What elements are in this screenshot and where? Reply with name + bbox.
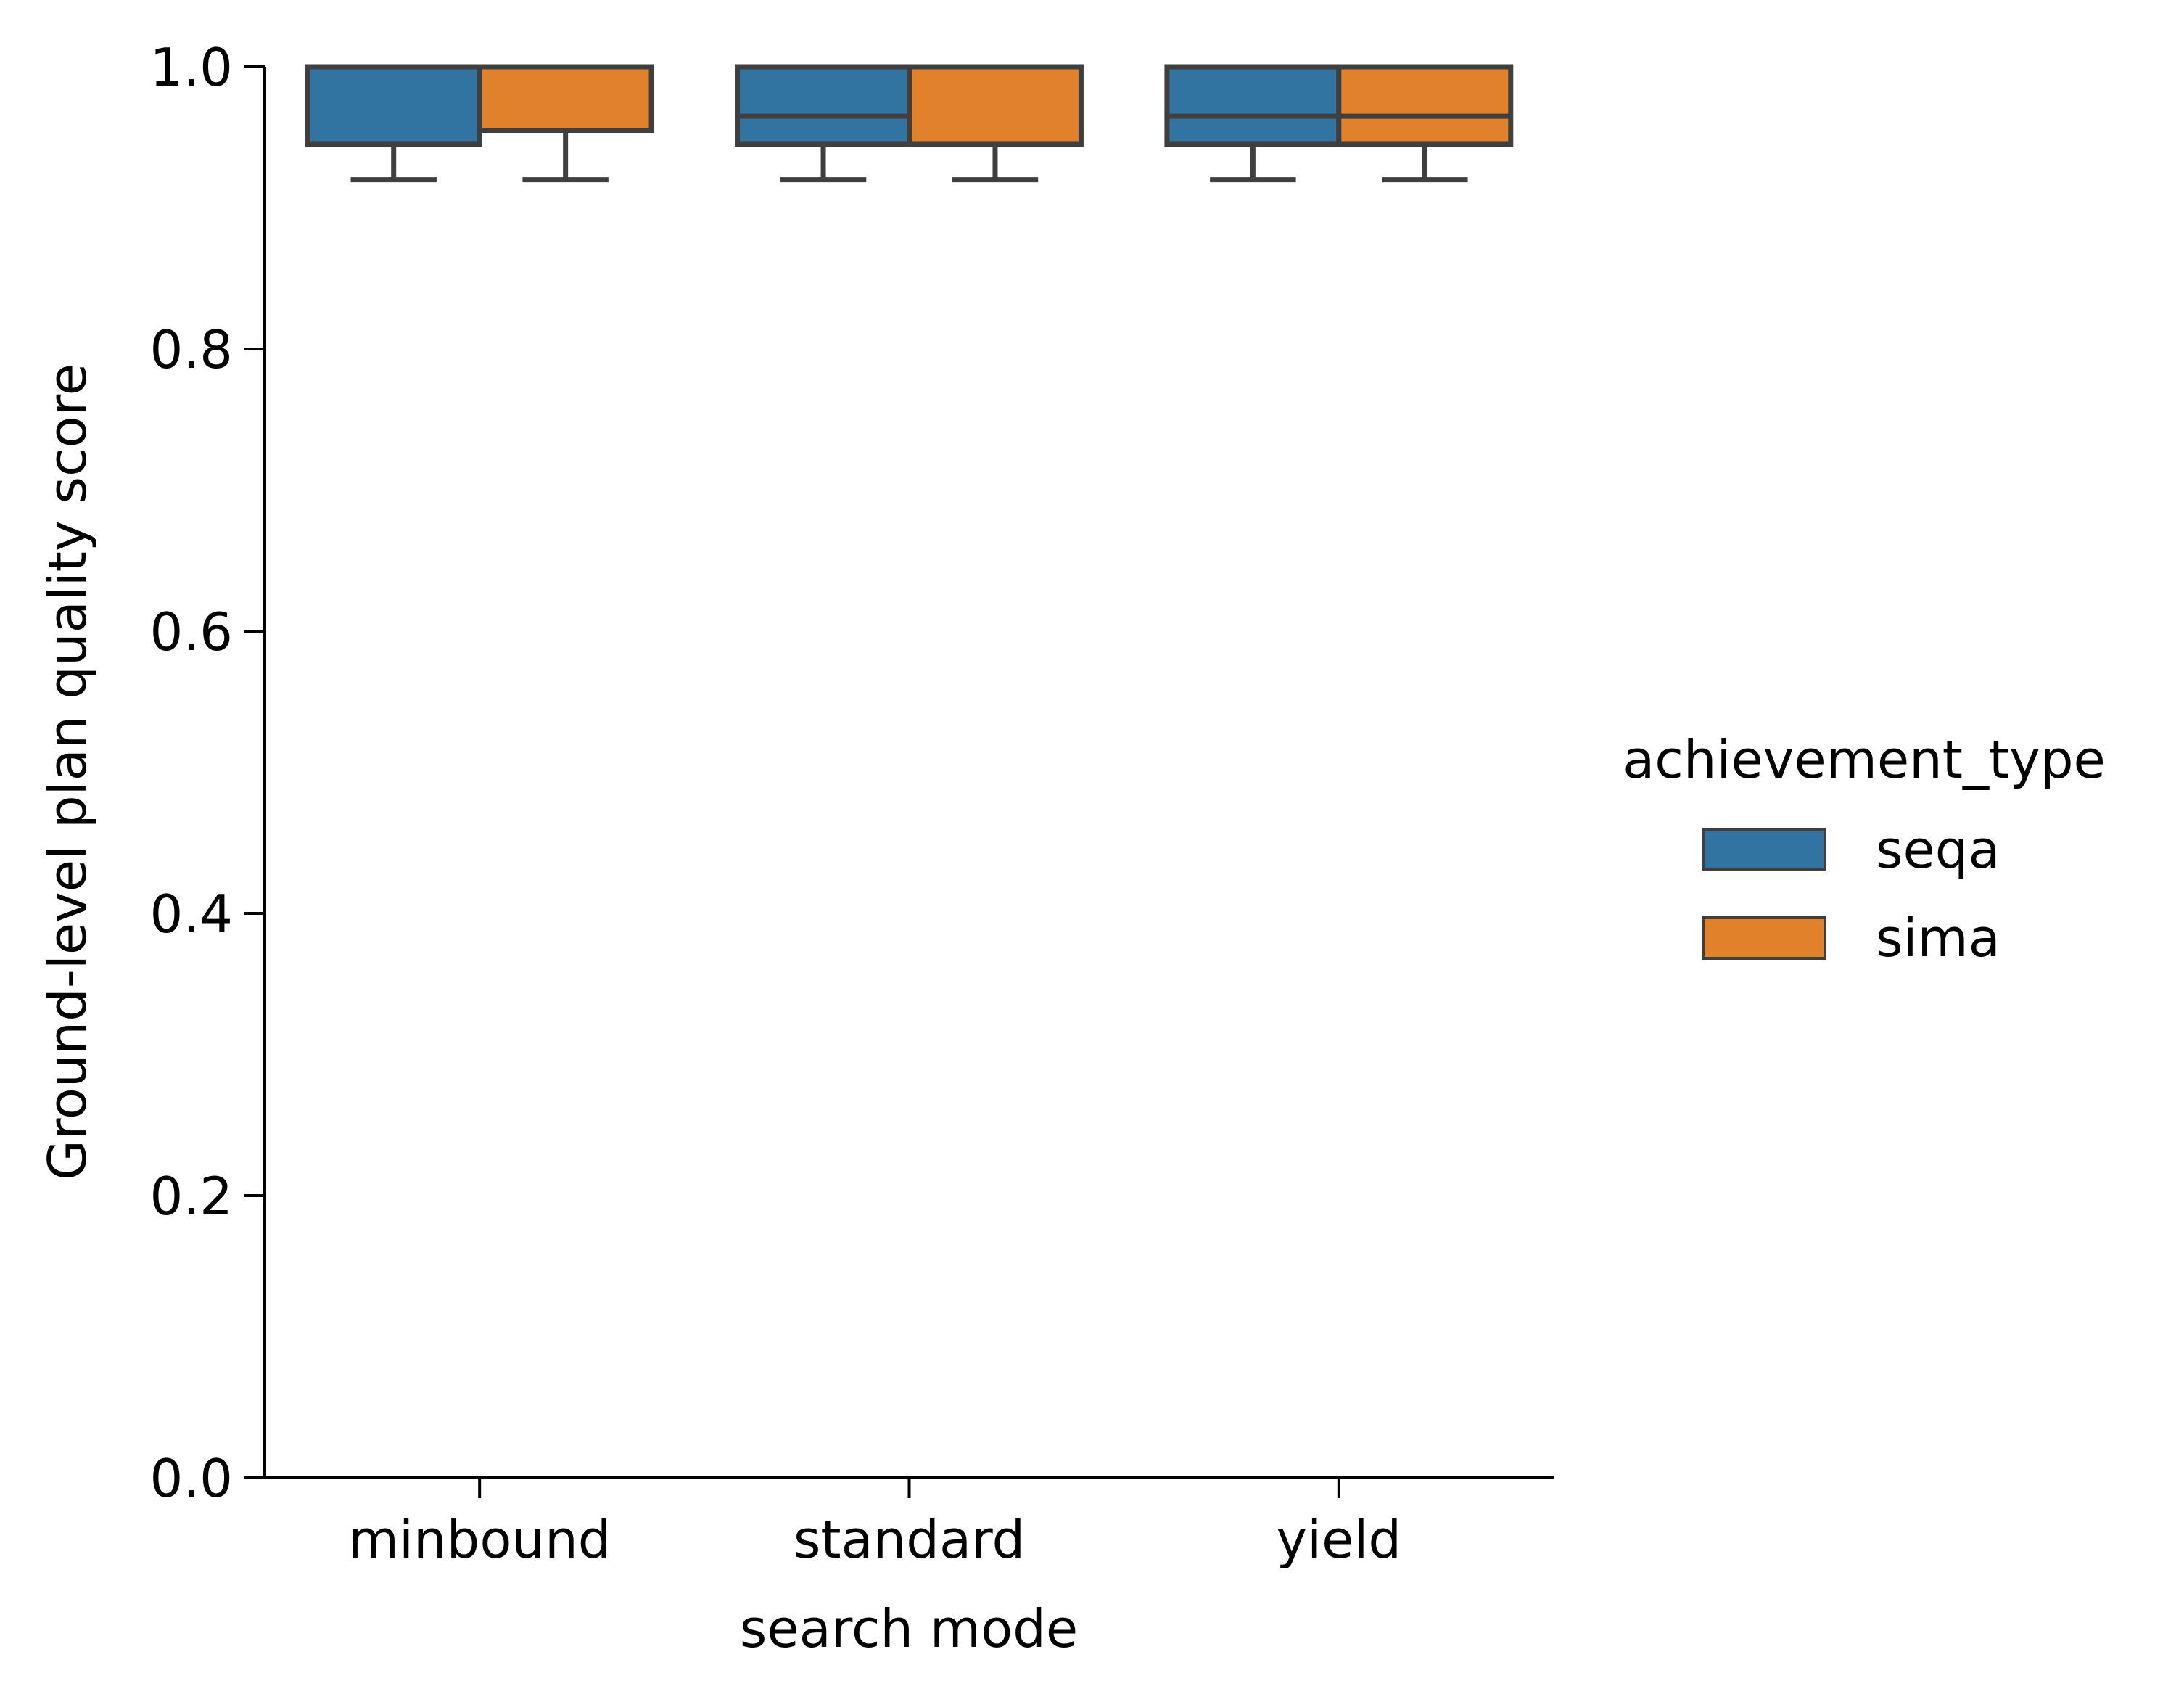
y-axis-label: Ground-level plan quality score <box>37 363 98 1180</box>
y-tick-label: 0.4 <box>149 884 233 945</box>
y-tick-label: 0.8 <box>149 319 233 380</box>
y-tick-label: 0.2 <box>149 1166 233 1227</box>
y-tick-label: 0.6 <box>149 601 233 662</box>
legend-swatch-seqa <box>1702 828 1826 871</box>
box-seqa-minbound <box>305 64 482 183</box>
box-iqr <box>305 64 482 147</box>
box-sima-yield <box>1336 64 1514 183</box>
box-seqa-standard <box>735 64 912 183</box>
y-tick-label: 0.0 <box>149 1448 233 1509</box>
y-tick-label: 1.0 <box>149 37 233 98</box>
legend-title: achievement_type <box>1623 729 2106 790</box>
legend-entries: seqa sima <box>1702 819 2000 969</box>
box-layer <box>305 64 1514 183</box>
legend-label-sima: sima <box>1876 908 2000 969</box>
box-iqr <box>1336 64 1514 147</box>
legend-label-seqa: seqa <box>1876 819 2000 880</box>
x-tick-label: yield <box>1277 1509 1402 1570</box>
y-ticks: 0.0 0.2 0.4 0.6 0.8 1.0 <box>149 37 265 1509</box>
box-iqr <box>1164 64 1342 147</box>
box-iqr <box>735 64 912 147</box>
plot-area: 0.0 0.2 0.4 0.6 0.8 1.0 minbound standard yield <box>149 37 1554 1570</box>
legend-swatch-sima <box>1702 916 1826 960</box>
x-tick-label: minbound <box>348 1509 611 1570</box>
x-tick-label: standard <box>794 1509 1025 1570</box>
box-sima-standard <box>907 64 1084 183</box>
x-axis-label: search mode <box>740 1598 1078 1659</box>
legend: achievement_type seqa sima <box>1623 729 2106 969</box>
box-sima-minbound <box>477 64 654 183</box>
box-iqr <box>477 64 654 133</box>
box-iqr <box>907 64 1084 147</box>
x-ticks: minbound standard yield <box>348 1478 1401 1570</box>
box-seqa-yield <box>1164 64 1342 183</box>
